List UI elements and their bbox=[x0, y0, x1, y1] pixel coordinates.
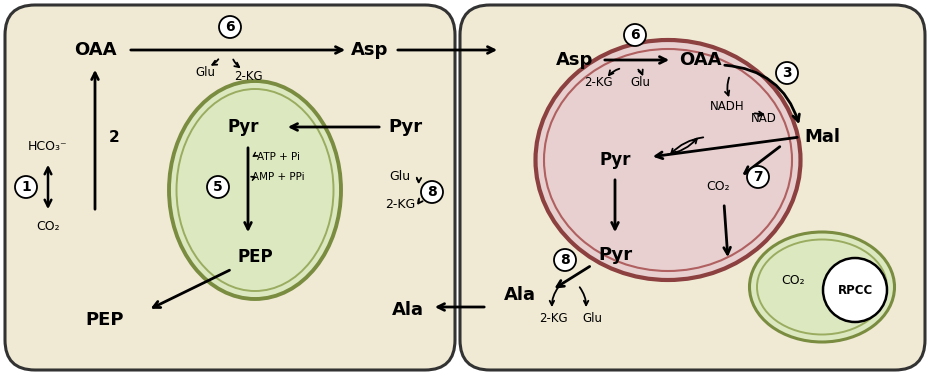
Ellipse shape bbox=[169, 81, 341, 299]
Ellipse shape bbox=[750, 232, 895, 342]
Ellipse shape bbox=[536, 40, 801, 280]
Text: 6: 6 bbox=[631, 28, 640, 42]
Text: Asp: Asp bbox=[352, 41, 389, 59]
Text: Ala: Ala bbox=[504, 286, 536, 304]
Text: CO₂: CO₂ bbox=[36, 220, 60, 234]
Text: 2-KG: 2-KG bbox=[385, 198, 415, 211]
Text: Pyr: Pyr bbox=[598, 246, 632, 264]
Text: 3: 3 bbox=[782, 66, 791, 80]
Text: 2-KG: 2-KG bbox=[233, 70, 262, 84]
FancyBboxPatch shape bbox=[460, 5, 925, 370]
Text: 2-KG: 2-KG bbox=[538, 312, 567, 324]
Text: CO₂: CO₂ bbox=[781, 273, 804, 286]
Text: PEP: PEP bbox=[237, 248, 272, 266]
Text: 2: 2 bbox=[109, 129, 119, 144]
Text: 6: 6 bbox=[225, 20, 234, 34]
FancyBboxPatch shape bbox=[5, 5, 455, 370]
Text: OAA: OAA bbox=[73, 41, 116, 59]
Text: 1: 1 bbox=[21, 180, 31, 194]
Circle shape bbox=[421, 181, 443, 203]
Circle shape bbox=[624, 24, 646, 46]
Text: NADH: NADH bbox=[710, 100, 744, 114]
Text: ATP + Pi: ATP + Pi bbox=[257, 152, 299, 162]
Text: CO₂: CO₂ bbox=[706, 180, 730, 194]
Text: NAD: NAD bbox=[751, 112, 777, 126]
Circle shape bbox=[776, 62, 798, 84]
Text: 5: 5 bbox=[213, 180, 223, 194]
Text: PEP: PEP bbox=[86, 311, 125, 329]
Circle shape bbox=[219, 16, 241, 38]
Circle shape bbox=[823, 258, 887, 322]
Circle shape bbox=[554, 249, 576, 271]
Text: Ala: Ala bbox=[392, 301, 424, 319]
Text: Pyr: Pyr bbox=[388, 118, 422, 136]
Text: AMP + PPi: AMP + PPi bbox=[252, 172, 304, 182]
Text: Glu: Glu bbox=[630, 76, 650, 90]
Circle shape bbox=[747, 166, 769, 188]
Text: Pyr: Pyr bbox=[599, 151, 631, 169]
Circle shape bbox=[15, 176, 37, 198]
Text: Glu: Glu bbox=[582, 312, 602, 324]
Text: 8: 8 bbox=[427, 185, 437, 199]
Text: Glu: Glu bbox=[390, 171, 410, 183]
Circle shape bbox=[207, 176, 229, 198]
Text: 7: 7 bbox=[753, 170, 763, 184]
Text: Glu: Glu bbox=[195, 66, 215, 78]
Text: RPCC: RPCC bbox=[837, 284, 872, 297]
Text: Asp: Asp bbox=[556, 51, 593, 69]
Text: Mal: Mal bbox=[804, 128, 840, 146]
Text: HCO₃⁻: HCO₃⁻ bbox=[28, 141, 68, 153]
Text: OAA: OAA bbox=[679, 51, 722, 69]
Text: Pyr: Pyr bbox=[227, 118, 259, 136]
Text: 8: 8 bbox=[560, 253, 570, 267]
Text: 2-KG: 2-KG bbox=[584, 76, 612, 90]
